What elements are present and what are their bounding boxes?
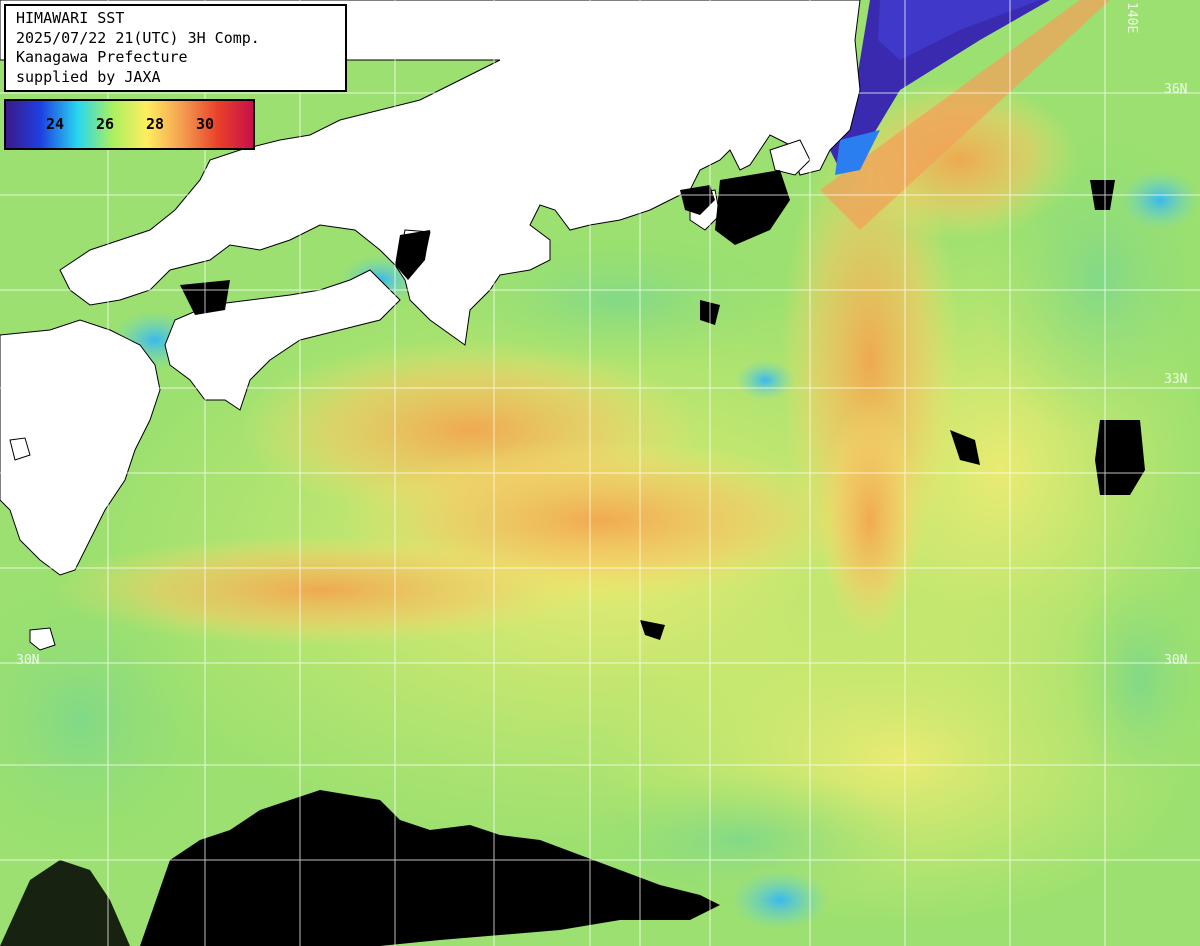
publisher: Kanagawa Prefecture (16, 48, 188, 66)
lat-label-30n-west: 30N (16, 653, 40, 668)
land (440, 110, 500, 190)
lat-label-30n: 30N (1164, 653, 1188, 668)
product-title: HIMAWARI SST (16, 9, 125, 27)
legend-tick: 28 (146, 115, 165, 133)
lon-label-135e: 135E (484, 2, 499, 34)
info-box: HIMAWARI SST 2025/07/22 21(UTC) 3H Comp.… (4, 4, 347, 92)
cool-zone (1070, 560, 1200, 800)
warm-zone (820, 400, 920, 640)
warm-zone (50, 535, 590, 645)
cool-spot (1120, 170, 1200, 230)
legend-tick: 24 (46, 115, 65, 133)
cool-spot (730, 870, 830, 930)
data-source: supplied by JAXA (16, 67, 161, 86)
lat-label-33n: 33N (1164, 372, 1188, 387)
legend-tick: 30 (196, 115, 215, 133)
cold-water (835, 130, 880, 175)
color-legend: 24 26 28 30 (4, 99, 255, 150)
legend-tick: 26 (96, 115, 115, 133)
lat-label-36n: 36N (1164, 82, 1188, 97)
missing-data (0, 170, 1145, 946)
cool-zone (560, 770, 920, 910)
kuroshio-band (820, 0, 1110, 230)
cool-spot (735, 360, 795, 400)
cold-water (878, 0, 1040, 60)
lon-label-140e: 140E (1124, 2, 1139, 34)
timestamp: 2025/07/22 21(UTC) 3H Comp. (16, 28, 260, 47)
